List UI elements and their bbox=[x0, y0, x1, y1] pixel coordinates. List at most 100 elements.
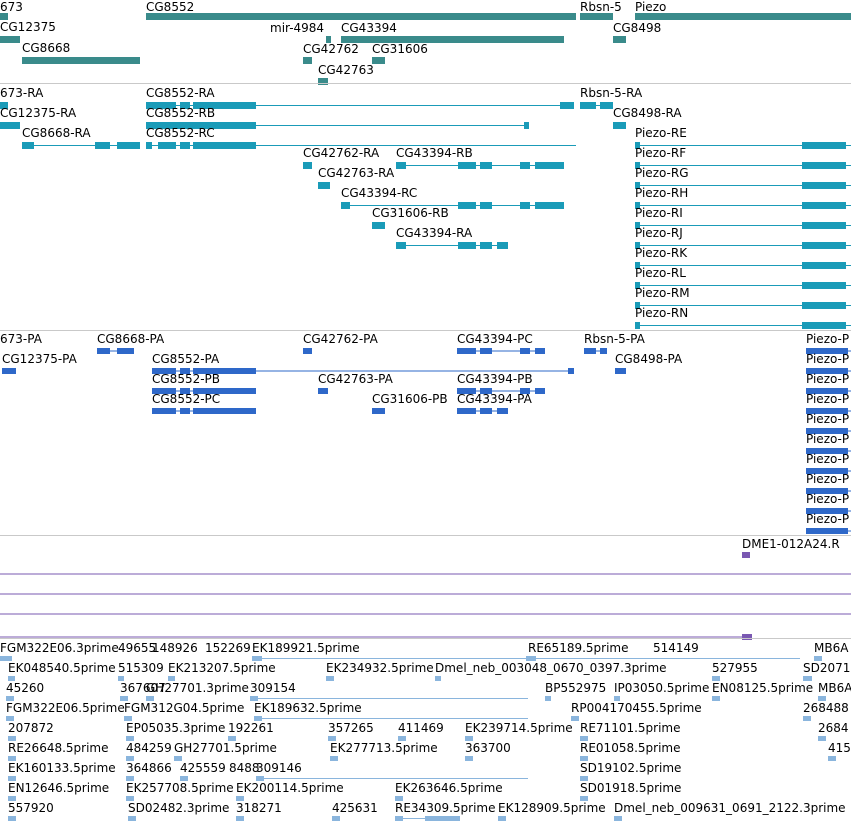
gene-feature-label[interactable]: CG12375 bbox=[0, 20, 56, 34]
transcript-feature-glyph[interactable] bbox=[146, 142, 576, 149]
est-feature-label[interactable]: 49655 bbox=[118, 641, 157, 655]
est-feature-label[interactable]: SD2071 bbox=[803, 661, 851, 675]
est-feature-label[interactable]: 192261 bbox=[228, 721, 274, 735]
transcript-feature-label[interactable]: CG8668-RA bbox=[22, 126, 91, 140]
est-feature-label[interactable]: FGM322E06.5prime bbox=[6, 701, 125, 715]
transcript-feature-label[interactable]: CG8552-RB bbox=[146, 106, 216, 120]
est-feature-glyph[interactable] bbox=[254, 716, 528, 721]
protein-feature-glyph[interactable] bbox=[457, 348, 545, 354]
protein-feature-glyph[interactable] bbox=[97, 348, 134, 354]
est-feature-label[interactable]: GH27701.5prime bbox=[174, 741, 277, 755]
est-feature-glyph[interactable] bbox=[124, 716, 132, 721]
transcript-feature-glyph[interactable] bbox=[0, 102, 8, 109]
transcript-feature-glyph[interactable] bbox=[635, 242, 851, 249]
transcript-feature-label[interactable]: Piezo-RG bbox=[635, 166, 689, 180]
transcript-feature-label[interactable]: CG42763-RA bbox=[318, 166, 395, 180]
est-feature-label[interactable]: 148926 bbox=[152, 641, 198, 655]
protein-feature-label[interactable]: CG8668-PA bbox=[97, 332, 165, 346]
gene-feature-glyph[interactable] bbox=[318, 78, 328, 85]
transcript-feature-glyph[interactable] bbox=[580, 102, 613, 109]
est-feature-label[interactable]: EK263646.5prime bbox=[395, 781, 503, 795]
est-feature-label[interactable]: RP004170455.5prime bbox=[571, 701, 702, 715]
transcript-feature-label[interactable]: CG12375-RA bbox=[0, 106, 77, 120]
est-feature-label[interactable]: 364866 bbox=[126, 761, 172, 775]
est-feature-glyph[interactable] bbox=[803, 716, 811, 721]
protein-feature-label[interactable]: CG31606-PB bbox=[372, 392, 448, 406]
est-feature-label[interactable]: 425631 bbox=[332, 801, 378, 815]
protein-feature-label[interactable]: CG8498-PA bbox=[615, 352, 683, 366]
transcript-feature-glyph[interactable] bbox=[635, 222, 851, 229]
protein-feature-glyph[interactable] bbox=[584, 348, 607, 354]
est-feature-label[interactable]: 425559 bbox=[180, 761, 226, 775]
est-feature-glyph[interactable] bbox=[126, 736, 134, 741]
protein-feature-label[interactable]: Piezo-P bbox=[806, 492, 850, 506]
transcript-feature-glyph[interactable] bbox=[303, 162, 312, 169]
est-feature-label[interactable]: EK200114.5prime bbox=[236, 781, 344, 795]
protein-feature-label[interactable]: Piezo-P bbox=[806, 332, 850, 346]
est-feature-label[interactable]: EK234932.5prime bbox=[326, 661, 434, 675]
gene-feature-label[interactable]: Rbsn-5 bbox=[580, 0, 622, 14]
est-feature-glyph[interactable] bbox=[126, 756, 134, 761]
gene-feature-glyph[interactable] bbox=[613, 36, 626, 43]
est-feature-glyph[interactable] bbox=[614, 696, 620, 701]
est-feature-glyph[interactable] bbox=[465, 756, 473, 761]
est-feature-label[interactable]: 268488 bbox=[803, 701, 849, 715]
transcript-feature-label[interactable]: Piezo-RE bbox=[635, 126, 687, 140]
est-feature-label[interactable]: FGM322E06.3prime bbox=[0, 641, 119, 655]
protein-feature-glyph[interactable] bbox=[806, 408, 851, 414]
est-feature-glyph[interactable] bbox=[614, 816, 622, 821]
gene-feature-label[interactable]: CG42762 bbox=[303, 42, 359, 56]
est-feature-glyph[interactable] bbox=[8, 776, 16, 781]
gene-feature-label[interactable]: CG43394 bbox=[341, 21, 397, 35]
est-feature-label[interactable]: EK160133.5prime bbox=[8, 761, 116, 775]
transcript-feature-label[interactable]: CG43394-RB bbox=[396, 146, 473, 160]
est-feature-glyph[interactable] bbox=[8, 736, 16, 741]
est-feature-label[interactable]: 514149 bbox=[653, 641, 699, 655]
est-feature-glyph[interactable] bbox=[236, 816, 244, 821]
est-feature-glyph[interactable] bbox=[8, 816, 16, 821]
est-feature-label[interactable]: EK257708.5prime bbox=[126, 781, 234, 795]
est-feature-glyph[interactable] bbox=[580, 756, 588, 761]
est-feature-label[interactable]: FGM312G04.5prime bbox=[124, 701, 245, 715]
gene-feature-glyph[interactable] bbox=[372, 57, 385, 64]
transcript-feature-glyph[interactable] bbox=[613, 122, 626, 129]
est-feature-glyph[interactable] bbox=[330, 756, 338, 761]
est-feature-glyph[interactable] bbox=[8, 676, 15, 681]
est-feature-label[interactable]: 152269 bbox=[205, 641, 251, 655]
protein-feature-label[interactable]: Piezo-P bbox=[806, 412, 850, 426]
est-feature-label[interactable]: 557920 bbox=[8, 801, 54, 815]
transcript-feature-glyph[interactable] bbox=[396, 162, 564, 169]
est-feature-label[interactable]: RE01058.5prime bbox=[580, 741, 681, 755]
transcript-feature-label[interactable]: Piezo-RJ bbox=[635, 226, 683, 240]
est-feature-label[interactable]: SD19102.5prime bbox=[580, 761, 682, 775]
gene-feature-glyph[interactable] bbox=[22, 57, 140, 64]
est-feature-glyph[interactable] bbox=[326, 676, 334, 681]
transcript-feature-glyph[interactable] bbox=[0, 122, 20, 129]
est-feature-glyph[interactable] bbox=[6, 716, 14, 721]
est-feature-label[interactable]: IP03050.5prime bbox=[614, 681, 710, 695]
est-feature-label[interactable]: 45260 bbox=[6, 681, 45, 695]
protein-feature-label[interactable]: Piezo-P bbox=[806, 372, 850, 386]
transcript-feature-glyph[interactable] bbox=[635, 182, 851, 189]
est-feature-label[interactable]: MB6A bbox=[818, 681, 851, 695]
transcript-feature-glyph[interactable] bbox=[396, 242, 508, 249]
protein-feature-glyph[interactable] bbox=[806, 348, 851, 354]
est-feature-label[interactable]: 484259 bbox=[126, 741, 172, 755]
protein-feature-label[interactable]: Piezo-P bbox=[806, 472, 850, 486]
gene-feature-label[interactable]: CG42763 bbox=[318, 63, 374, 77]
est-feature-glyph[interactable] bbox=[250, 696, 528, 701]
transcript-feature-glyph[interactable] bbox=[341, 202, 564, 209]
est-feature-glyph[interactable] bbox=[126, 776, 134, 781]
est-feature-label[interactable]: 527955 bbox=[712, 661, 758, 675]
est-feature-label[interactable]: 357265 bbox=[328, 721, 374, 735]
gene-feature-label[interactable]: Piezo bbox=[635, 0, 667, 14]
est-feature-label[interactable]: 367607 bbox=[120, 681, 166, 695]
transcript-feature-label[interactable]: CG42762-RA bbox=[303, 146, 380, 160]
gene-feature-label[interactable]: CG8668 bbox=[22, 41, 71, 55]
protein-feature-label[interactable]: Piezo-P bbox=[806, 512, 850, 526]
protein-feature-label[interactable]: Rbsn-5-PA bbox=[584, 332, 645, 346]
protein-feature-label[interactable]: Piezo-P bbox=[806, 352, 850, 366]
protein-feature-glyph[interactable] bbox=[615, 368, 626, 374]
transcript-feature-label[interactable]: CG43394-RC bbox=[341, 186, 418, 200]
protein-feature-label[interactable]: CG8552-PA bbox=[152, 352, 220, 366]
